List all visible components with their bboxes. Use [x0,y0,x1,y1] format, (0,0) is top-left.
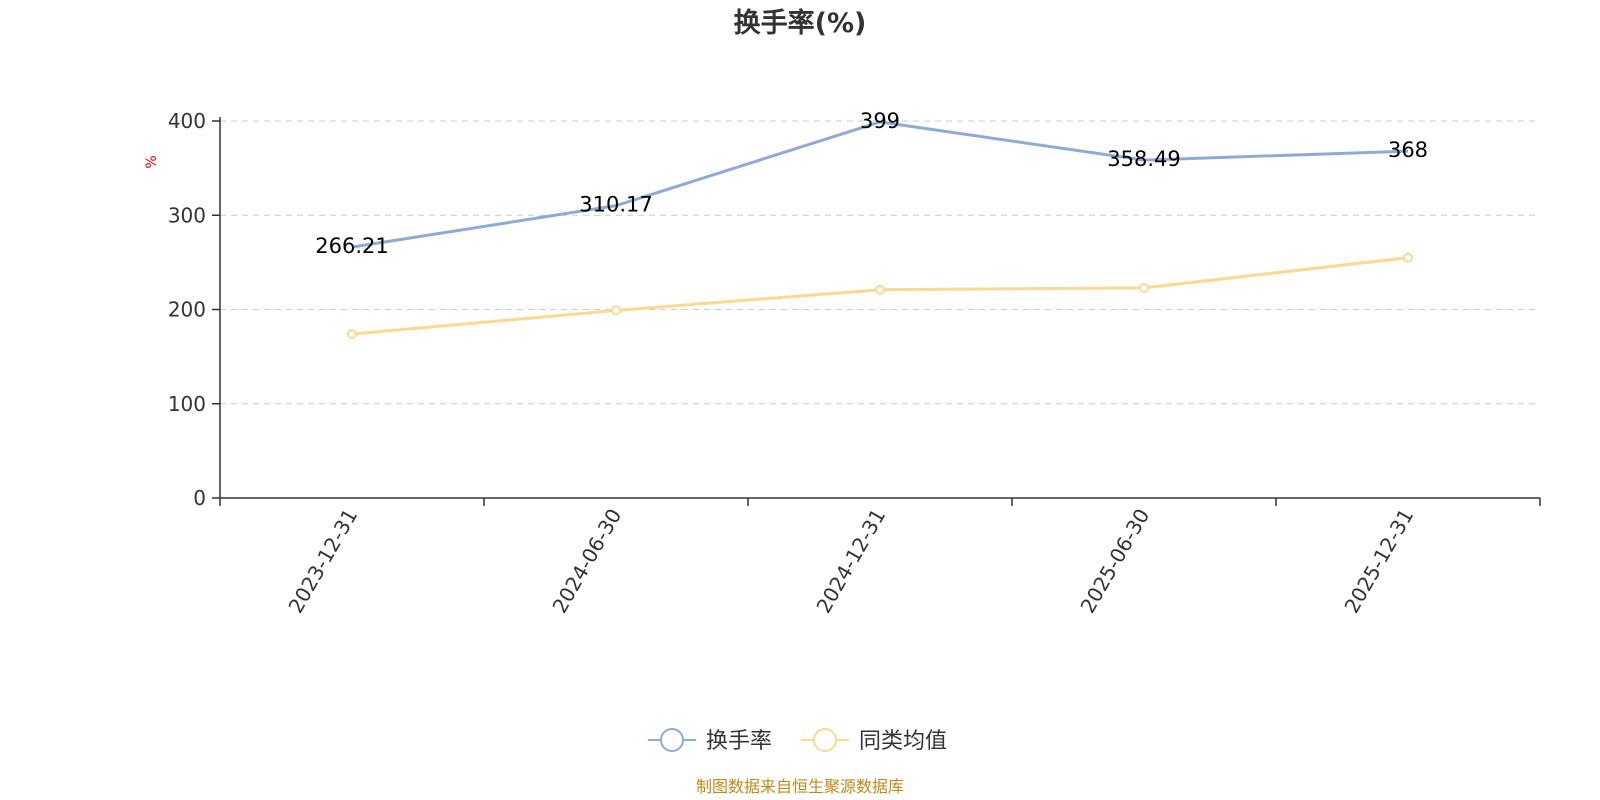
peer-average-point[interactable] [1403,252,1413,263]
peer-average-point[interactable] [1139,282,1149,293]
turnover-series-line [351,120,1409,249]
x-tick-label: 2025-12-31 [1339,505,1418,618]
peer-average-point[interactable] [347,329,357,340]
legend[interactable]: 换手率 同类均值 [648,728,947,754]
legend-peer-average-marker [813,728,837,752]
x-tick-label: 2024-06-30 [547,505,626,618]
peer-average-point[interactable] [611,305,621,316]
y-tick-label: 300 [168,203,206,227]
source-footnote: 制图数据来自恒生聚源数据库 [696,777,904,796]
legend-item-turnover[interactable]: 换手率 [648,728,772,754]
turnover-data-label: 358.49 [1107,147,1180,171]
x-tick-label: 2023-12-31 [283,505,362,618]
y-tick-label: 400 [168,109,206,133]
turnover-data-label: 399 [860,109,900,133]
x-tick-labels: 2023-12-31 2024-06-30 2024-12-31 2025-06-30… [283,505,1418,618]
data-labels: 266.21 310.17 399 358.49 368 [315,109,1428,258]
turnover-data-label: 368 [1388,138,1428,162]
peer-average-point[interactable] [875,284,885,295]
peer-average-series-line [351,256,1409,336]
series-lines [347,120,1413,340]
x-tick-label: 2024-12-31 [811,505,890,618]
y-tick-label: 100 [168,392,206,416]
axes [212,117,1541,506]
legend-turnover-label: 换手率 [706,729,772,754]
y-tick-label: 0 [193,486,206,510]
chart-title: 换手率(%) [734,7,867,39]
y-tick-labels: 0 100 200 300 400 [168,109,206,510]
y-axis-unit: % [144,155,160,168]
y-tick-label: 200 [168,298,206,322]
legend-item-peer-average[interactable]: 同类均值 [801,728,947,754]
grid-lines [220,120,1540,405]
legend-turnover-marker [660,728,684,752]
x-tick-label: 2025-06-30 [1075,505,1154,618]
turnover-data-label: 266.21 [315,234,388,258]
turnover-data-label: 310.17 [579,193,652,217]
legend-peer-average-label: 同类均值 [859,729,947,754]
